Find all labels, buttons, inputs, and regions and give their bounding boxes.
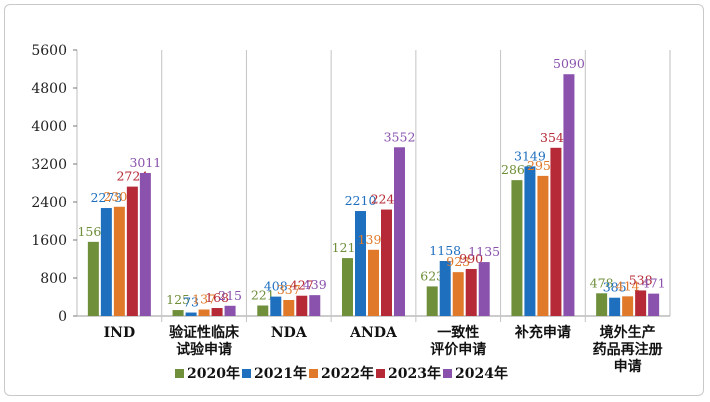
bar (355, 211, 366, 316)
y-tick-label: 2400 (31, 195, 67, 211)
bar (394, 147, 405, 316)
bar (87, 241, 99, 316)
y-tick-label: 4800 (31, 81, 67, 97)
legend-label: 2021年 (254, 365, 307, 382)
bar (478, 262, 490, 316)
x-tick-label: ANDA (349, 325, 398, 341)
data-label: 427 (290, 278, 314, 293)
data-label: 538 (629, 272, 653, 287)
bar (185, 312, 197, 316)
x-tick-label: 药品再注册 (593, 341, 663, 358)
y-tick-label: 4000 (31, 119, 67, 135)
bar (465, 268, 477, 316)
bar (426, 286, 438, 316)
data-label: 137 (192, 291, 216, 306)
x-tick-label: 申请 (614, 358, 642, 375)
bar (550, 147, 562, 316)
y-tick-label: 1600 (31, 233, 67, 249)
x-tick-label: 补充申请 (514, 324, 571, 341)
data-label: 478 (590, 275, 614, 290)
legend-label: 2022年 (321, 365, 374, 382)
data-label: 923 (446, 254, 470, 269)
data-label: 168 (205, 290, 229, 305)
data-label: 471 (642, 276, 666, 291)
data-label: 385 (603, 280, 627, 295)
x-tick-label: IND (104, 325, 136, 341)
bar (211, 308, 223, 316)
bar (609, 297, 621, 316)
data-label: 439 (303, 277, 327, 292)
data-label: 3011 (129, 155, 161, 170)
bar (563, 74, 575, 316)
bar (439, 260, 451, 316)
bar (224, 305, 236, 316)
bar (622, 296, 634, 316)
data-label: 2273 (90, 190, 122, 205)
legend-label: 2023年 (388, 365, 441, 382)
data-label: 221 (251, 288, 275, 303)
bar (524, 166, 536, 316)
bar (100, 208, 112, 316)
chart-frame (4, 4, 704, 396)
data-label: 623 (420, 268, 444, 283)
bar (452, 272, 464, 316)
bar (126, 186, 138, 316)
legend-swatch (175, 369, 184, 378)
bar (635, 290, 647, 316)
bar (139, 172, 151, 316)
legend-swatch (376, 369, 385, 378)
x-tick-label: 评价申请 (430, 341, 486, 358)
legend-swatch (309, 369, 318, 378)
data-label: 1158 (429, 243, 461, 258)
data-label: 1135 (468, 244, 500, 259)
bar (511, 180, 523, 316)
data-label: 3552 (384, 129, 416, 144)
bar (172, 310, 184, 316)
data-label: 337 (277, 282, 301, 297)
bar (257, 305, 269, 316)
legend-label: 2020年 (187, 365, 240, 382)
y-tick-label: 3200 (31, 157, 67, 173)
bar (596, 293, 608, 316)
data-label: 125 (166, 292, 190, 307)
bar (283, 299, 295, 316)
bar (342, 258, 353, 316)
data-label: 3149 (514, 148, 546, 163)
y-tick-label: 800 (40, 271, 67, 287)
data-label: 2210 (345, 193, 377, 208)
y-tick-label: 0 (58, 309, 67, 325)
data-label: 990 (459, 251, 483, 266)
data-label: 408 (264, 279, 288, 294)
x-tick-label: 试验申请 (176, 341, 232, 358)
bar (270, 296, 282, 316)
bar (309, 295, 321, 316)
bar (113, 206, 125, 316)
data-label: 5090 (553, 56, 585, 71)
data-label: 414 (616, 278, 640, 293)
bar (648, 293, 660, 316)
data-label: 215 (218, 288, 242, 303)
x-tick-label: 一致性 (437, 324, 479, 341)
legend-swatch (443, 369, 452, 378)
bar (296, 295, 308, 316)
bar (198, 309, 210, 316)
x-tick-label: 验证性临床 (169, 324, 240, 341)
x-tick-label: NDA (271, 325, 308, 341)
x-tick-label: 境外生产 (600, 324, 656, 341)
legend-label: 2024年 (455, 365, 508, 382)
bar (381, 209, 392, 316)
bar (368, 249, 379, 316)
data-label: 73 (183, 295, 199, 310)
legend-swatch (242, 369, 251, 378)
y-tick-label: 5600 (31, 43, 67, 59)
bar (537, 175, 549, 316)
